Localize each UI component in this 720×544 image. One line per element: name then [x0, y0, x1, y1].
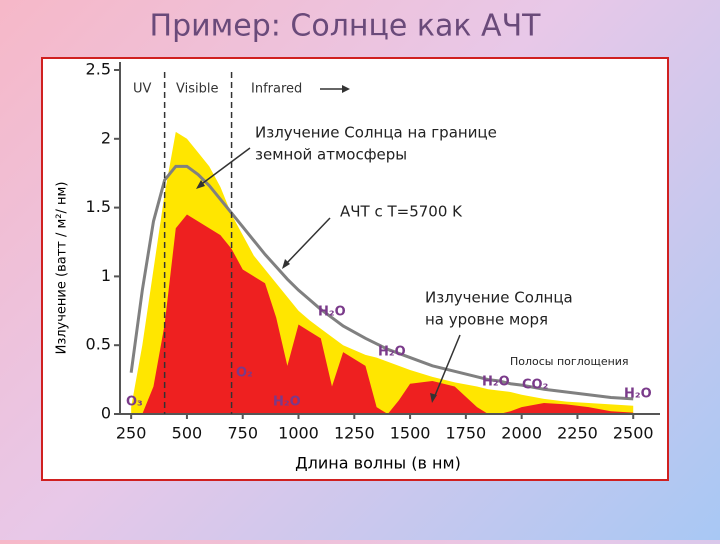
x-tick-label: 2500 [613, 424, 654, 443]
annotation: земной атмосферы [255, 146, 407, 164]
arrow-head [196, 180, 205, 189]
band-label: CO₂ [522, 378, 548, 393]
arrow-head [430, 393, 437, 403]
y-axis-label: Излучение (ватт / м²/ нм) [55, 182, 70, 355]
band-label: O₂ [236, 366, 253, 381]
x-tick-label: 1500 [390, 424, 431, 443]
band-label: H₂O [378, 345, 406, 360]
arrow [198, 147, 251, 187]
line [129, 164, 634, 401]
y-tick-label: 0 [101, 404, 111, 423]
x-tick-label: 1000 [278, 424, 319, 443]
plot [129, 131, 634, 415]
annotation: на уровне моря [425, 311, 548, 329]
x-tick-label: 750 [227, 424, 258, 443]
band-label: H₂O [318, 305, 346, 320]
x-axis-label: Длина волны (в нм) [295, 454, 461, 473]
y-tick-label: 1 [101, 266, 111, 285]
region-label: Visible [176, 82, 218, 97]
region-label: UV [133, 82, 152, 97]
band-label: O₃ [126, 395, 143, 410]
y-tick-label: 1.5 [86, 197, 111, 216]
x-tick-label: 2250 [557, 424, 598, 443]
x-tick-label: 2000 [501, 424, 542, 443]
arrow-head [282, 259, 290, 269]
annotation: Излучение Солнца на границе [255, 124, 497, 142]
annotation: АЧТ с T=5700 K [340, 203, 463, 221]
arrow-head [342, 85, 350, 93]
x-tick-label: 1750 [446, 424, 487, 443]
y-tick-label: 0.5 [86, 335, 111, 354]
arrow [284, 217, 331, 266]
area [131, 214, 634, 414]
annotation: Полосы поглощения [510, 355, 629, 368]
y-tick-label: 2 [101, 128, 111, 147]
arrow [433, 334, 461, 399]
x-tick-label: 500 [172, 424, 203, 443]
band-label: H₂O [273, 395, 301, 410]
band-label: H₂O [482, 375, 510, 390]
x-tick-label: 1250 [334, 424, 375, 443]
slide-title: Пример: Солнце как АЧТ [150, 9, 542, 44]
annotation: Излучение Солнца [425, 289, 573, 307]
region-label: Infrared [251, 82, 302, 97]
x-tick-label: 250 [116, 424, 147, 443]
band-label: H₂O [624, 387, 652, 402]
y-tick-label: 2.5 [86, 60, 111, 79]
